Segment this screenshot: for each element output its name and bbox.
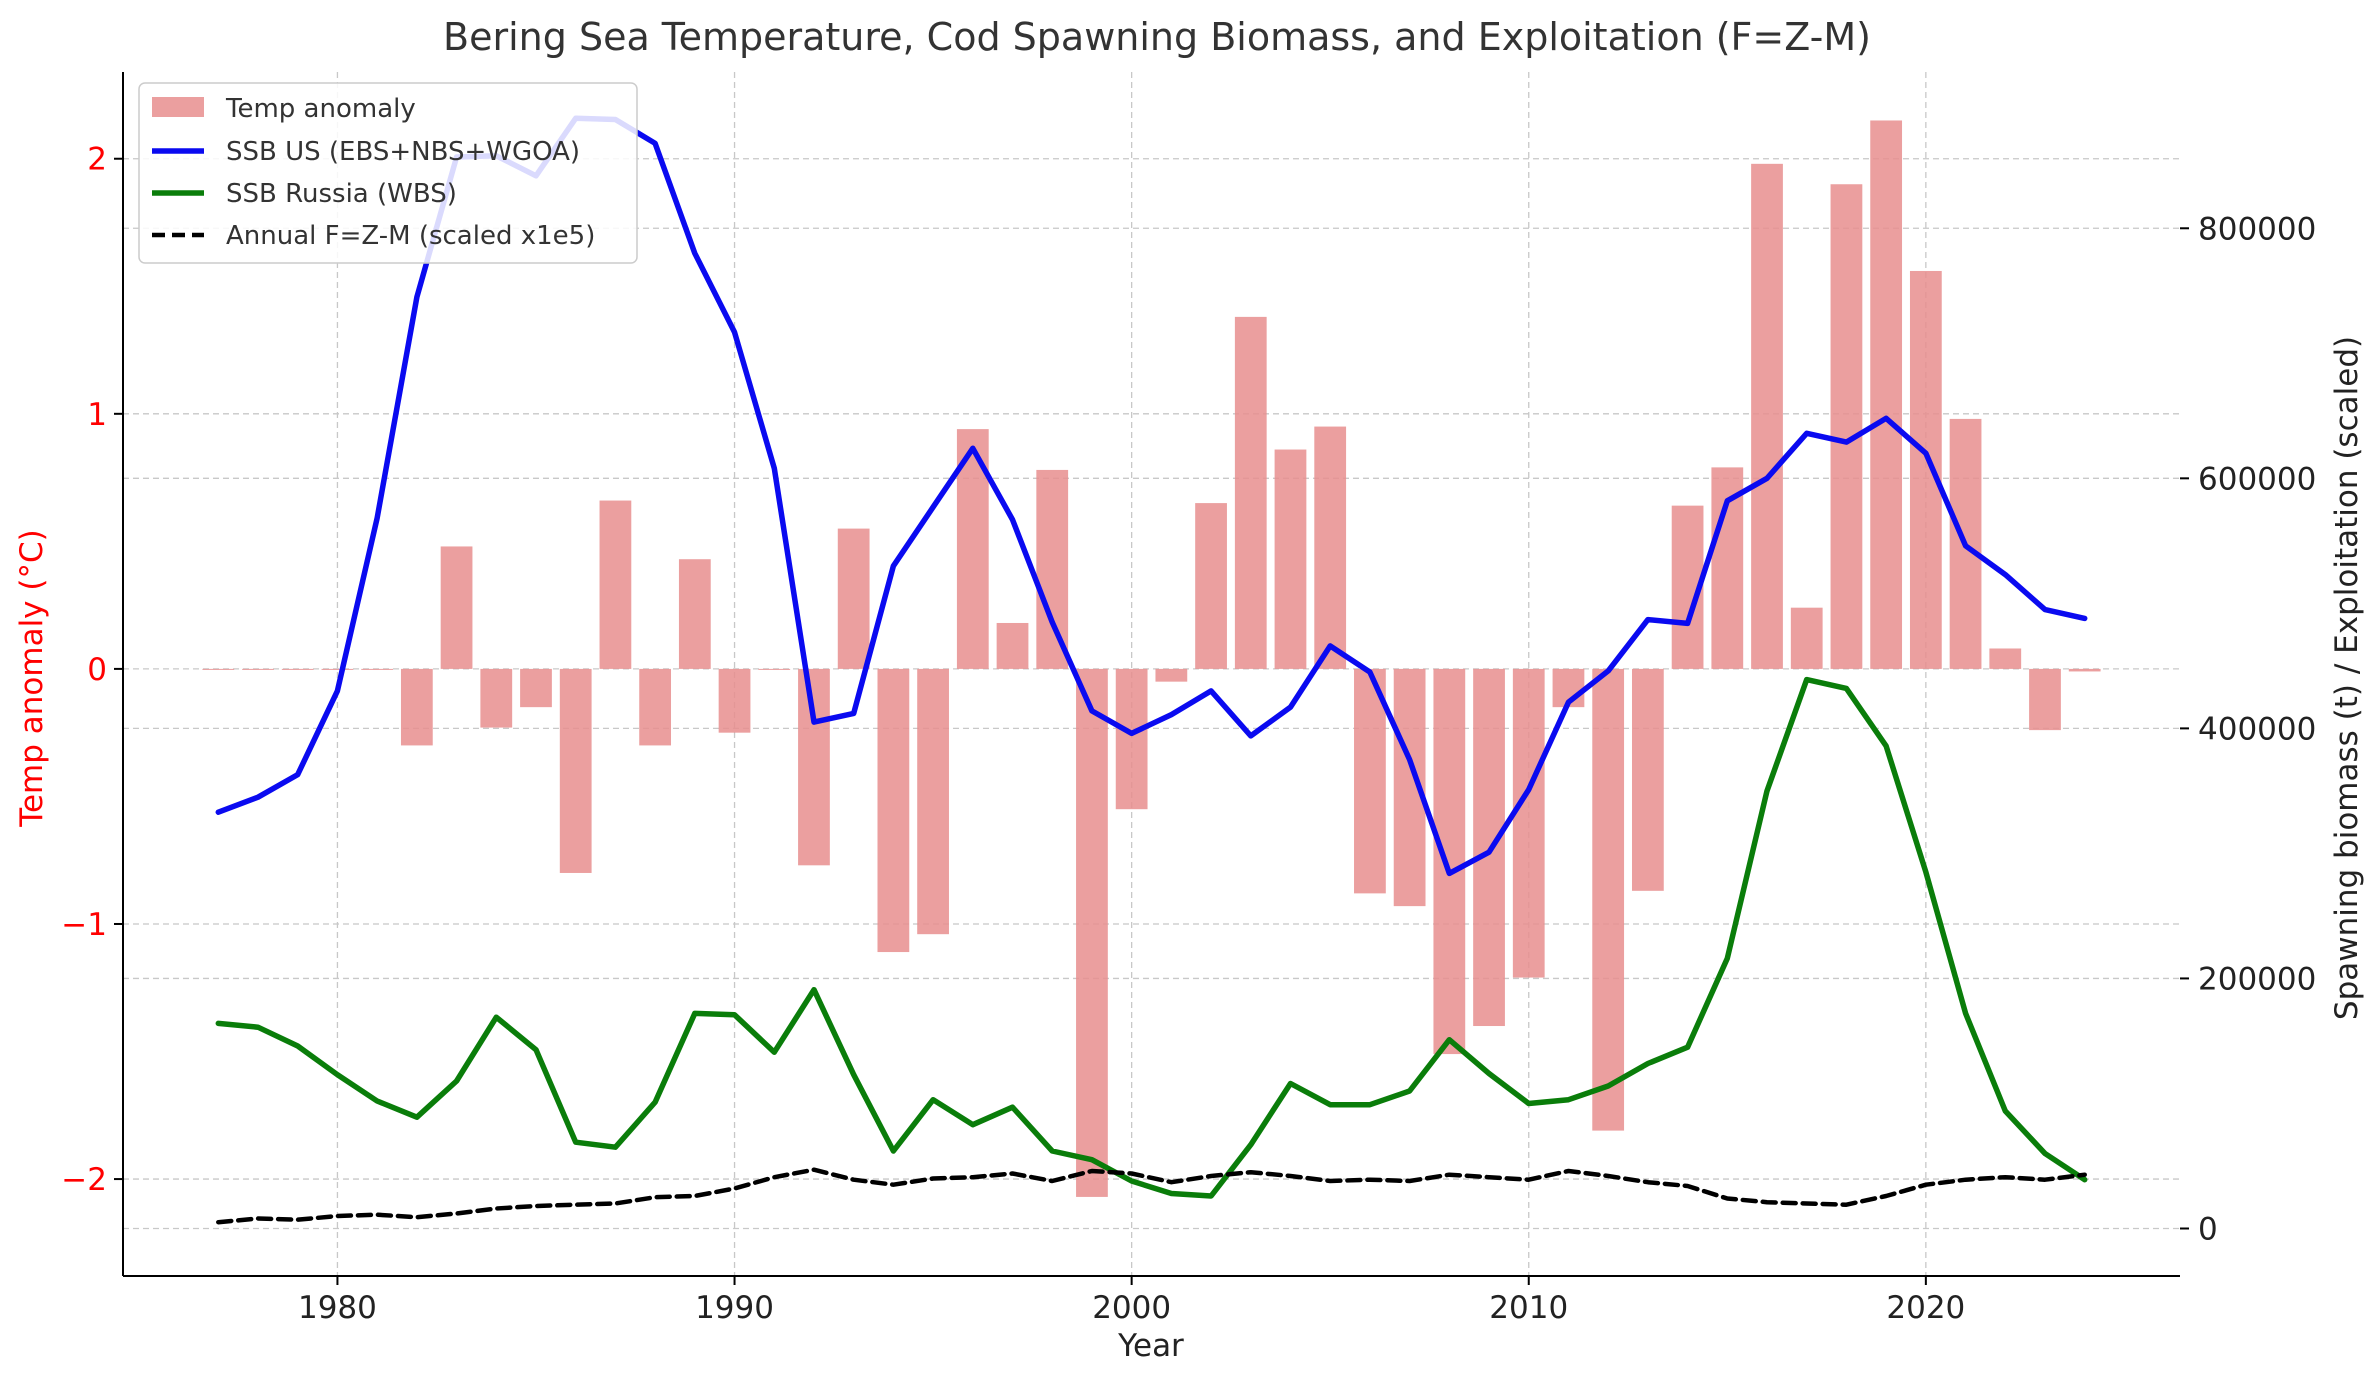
- bar: [1076, 668, 1108, 1197]
- x-tick-label: 2000: [1092, 1290, 1171, 1326]
- temp-anomaly-bars: [202, 120, 2101, 1197]
- right-axis-label: Spawning biomass (t) / Exploitation (sca…: [2329, 336, 2365, 1020]
- bar: [798, 668, 830, 866]
- bar: [1751, 163, 1783, 669]
- bar: [1195, 503, 1227, 669]
- x-tick-label: 1990: [695, 1290, 774, 1326]
- bar: [400, 668, 433, 746]
- tick-labels: 1980 1990 2000 2010 2020 −2 −1 0 1 2 0 200000 400000…: [61, 142, 2316, 1326]
- bar: [520, 668, 552, 708]
- x-tick-label: 2010: [1489, 1290, 1568, 1326]
- bar: [599, 500, 632, 669]
- bar: [678, 559, 711, 669]
- bar: [1155, 668, 1188, 682]
- ssb-russia-line: [215, 676, 2088, 1199]
- x-tick-label: 2020: [1886, 1290, 1965, 1326]
- left-tick-label: 1: [87, 397, 107, 433]
- bar: [361, 668, 394, 670]
- right-tick-label: 600000: [2198, 461, 2316, 497]
- bar: [1036, 469, 1069, 669]
- left-tick-label: −1: [61, 907, 107, 943]
- bar: [758, 668, 791, 670]
- bar: [837, 528, 870, 669]
- bar: [1989, 648, 2022, 669]
- bar: [1354, 668, 1386, 894]
- bar: [440, 546, 473, 669]
- chart-title: Bering Sea Temperature, Cod Spawning Bio…: [443, 15, 1871, 59]
- bar: [996, 622, 1029, 669]
- bar: [281, 668, 314, 670]
- legend-label-ssb-russia: SSB Russia (WBS): [226, 179, 457, 209]
- right-tick-label: 800000: [2198, 211, 2316, 247]
- bar: [1314, 426, 1347, 669]
- bar: [2068, 668, 2101, 672]
- bar: [1830, 184, 1863, 669]
- bar: [1115, 668, 1148, 810]
- right-tick-label: 200000: [2198, 961, 2316, 997]
- bar: [202, 668, 235, 670]
- legend-frame: [138, 82, 638, 264]
- legend-label-temp: Temp anomaly: [225, 94, 416, 124]
- right-tick-label: 0: [2198, 1211, 2218, 1247]
- axes: [122, 72, 2180, 1277]
- bar: [1512, 668, 1545, 978]
- right-tick-label: 400000: [2198, 711, 2316, 747]
- bar: [1234, 316, 1267, 669]
- legend-swatch-temp: [152, 97, 204, 117]
- left-axis-label: Temp anomaly (°C): [14, 529, 50, 827]
- bar: [1870, 120, 1903, 669]
- legend: Temp anomaly SSB US (EBS+NBS+WGOA) SSB R…: [138, 82, 638, 264]
- legend-label-exploitation: Annual F=Z-M (scaled x1e5): [226, 221, 595, 251]
- bar: [639, 668, 672, 746]
- bar: [877, 668, 910, 953]
- bar: [1274, 449, 1307, 669]
- left-tick-label: 2: [87, 142, 107, 178]
- x-tick-label: 1980: [298, 1290, 377, 1326]
- bar: [1631, 668, 1664, 891]
- bar: [718, 668, 751, 733]
- exploitation-line: [216, 1167, 2087, 1225]
- left-tick-label: 0: [87, 652, 107, 688]
- bar: [1592, 668, 1625, 1131]
- legend-label-ssb-us: SSB US (EBS+NBS+WGOA): [226, 137, 580, 167]
- bar: [242, 668, 274, 670]
- left-tick-label: −2: [61, 1162, 107, 1198]
- x-axis-label: Year: [1117, 1328, 1184, 1364]
- bar: [480, 668, 513, 728]
- bar: [2029, 668, 2061, 731]
- bar: [559, 668, 592, 873]
- bar: [917, 668, 949, 935]
- bar: [1909, 270, 1942, 669]
- bar: [1433, 668, 1466, 1055]
- bar: [1790, 607, 1823, 669]
- bar: [321, 668, 354, 670]
